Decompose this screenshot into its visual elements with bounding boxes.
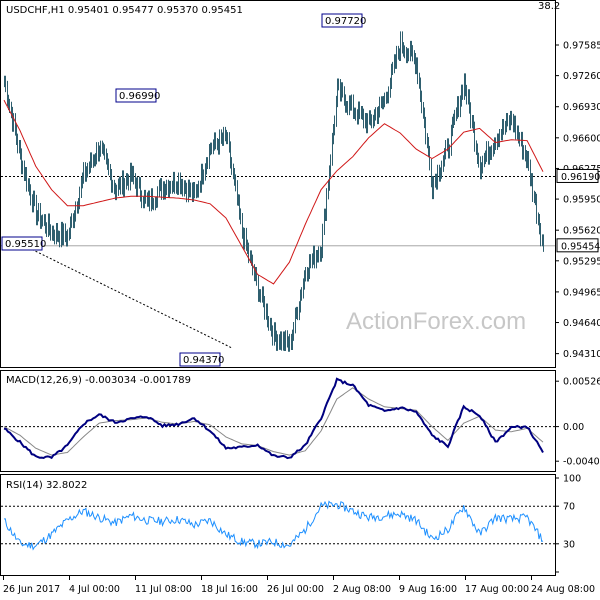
ohlc-readout: 0.95401 0.95477 0.95370 0.95451	[68, 5, 243, 16]
x-axis: 26 Jun 2017 4 Jul 00:00 11 Jul 08:00 18 Jul…	[3, 576, 595, 595]
rsi-line	[3, 500, 544, 551]
macd-series: 0.005266 0.00 -0.004011	[1, 377, 600, 468]
price-title: USDCHF,H1 0.95401 0.95477 0.95370 0.9545…	[6, 5, 243, 16]
x-tick-label: 9 Aug 16:00	[399, 584, 457, 595]
macd-line	[3, 377, 544, 460]
axis-value-box	[556, 238, 599, 253]
price-tick-label: 0.95620	[563, 226, 600, 237]
watermark: ActionForex.com	[346, 308, 526, 335]
price-callout-box	[179, 352, 221, 367]
price-callout-label: 0.97720	[325, 16, 366, 27]
price-tick-label: 0.97260	[563, 71, 600, 82]
x-tick-label: 2 Aug 08:00	[333, 584, 391, 595]
price-callout-box	[115, 88, 157, 103]
axis-value-box	[556, 168, 599, 183]
macd-tick-label: 0.00	[563, 422, 584, 433]
macd-panel	[0, 370, 556, 472]
price-tick-label: 0.94640	[563, 318, 600, 329]
trendline	[13, 240, 233, 349]
price-callout-box	[321, 13, 363, 28]
macd-tick-label: -0.004011	[563, 457, 600, 468]
symbol-label: USDCHF,H1	[6, 5, 65, 16]
price-callout-box	[1, 236, 43, 251]
x-tick-label: 24 Aug 08:00	[531, 584, 595, 595]
x-tick-label: 17 Aug 00:00	[465, 584, 529, 595]
corner-value: 38.2	[538, 1, 560, 12]
price-tick-label: 0.95295	[563, 256, 600, 267]
price-panel	[0, 0, 556, 368]
rsi-tick-label: 30	[563, 539, 575, 550]
price-tick-label: 0.97585	[563, 40, 600, 51]
rsi-title: RSI(14) 32.8022	[6, 480, 87, 491]
price-axis: 0.975850.972600.969300.966000.962750.959…	[555, 40, 600, 360]
price-tick-label: 0.94965	[563, 287, 600, 298]
x-tick-label: 26 Jun 2017	[3, 584, 60, 595]
price-callout-label: 0.96990	[119, 91, 160, 102]
rsi-series: 100 70 30	[1, 474, 581, 573]
price-tick-label: 0.94310	[563, 349, 600, 360]
x-tick-label: 11 Jul 08:00	[135, 584, 192, 595]
rsi-tick-label: 100	[563, 474, 581, 485]
x-tick-label: 4 Jul 00:00	[69, 584, 120, 595]
moving-average-line	[3, 99, 544, 285]
axis-value-label: 0.95454	[561, 241, 600, 252]
rsi-tick-label: 70	[563, 502, 575, 513]
price-callout-label: 0.95510	[5, 239, 46, 250]
price-tick-label: 0.96930	[563, 102, 600, 113]
price-tick-label: 0.95950	[563, 195, 600, 206]
price-callout-label: 0.94370	[183, 355, 224, 366]
price-tick-label: 0.96600	[563, 133, 600, 144]
x-tick-label: 26 Jul 00:00	[267, 584, 324, 595]
macd-tick-label: 0.005266	[563, 377, 600, 388]
rsi-panel	[0, 474, 556, 576]
axis-value-label: 0.96190	[561, 172, 600, 183]
x-tick-label: 18 Jul 16:00	[201, 584, 258, 595]
macd-title: MACD(12,26,9) -0.003034 -0.001789	[6, 375, 191, 386]
price-series: 0.97720 0.96990 0.95510 0.94370 0.96190 0.954…	[1, 13, 600, 367]
